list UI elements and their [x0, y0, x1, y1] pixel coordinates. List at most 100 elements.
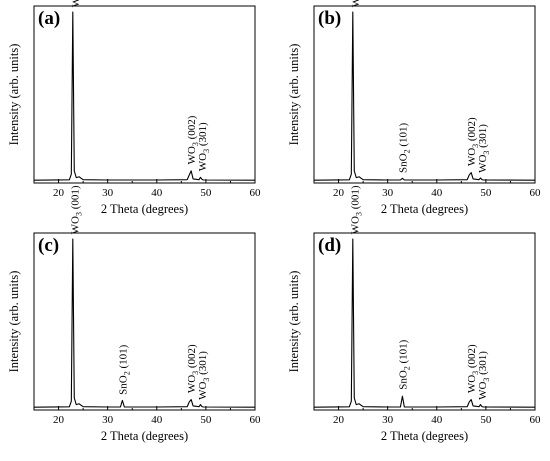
peak-hkl: (002) [186, 344, 198, 371]
x-tick-label: 30 [382, 187, 394, 199]
x-tick-label: 40 [151, 414, 163, 426]
peak-formula: WO [70, 0, 82, 7]
panel-label: (d) [318, 235, 341, 256]
peak-label: WO3 (001) [350, 0, 364, 7]
peak-hkl: (002) [466, 117, 478, 144]
x-tick-label: 20 [53, 187, 65, 199]
panel-label: (c) [38, 235, 59, 256]
x-tick-label: 50 [480, 414, 492, 426]
peak-subscript: 3 [191, 142, 200, 146]
peak-formula: WO [350, 216, 362, 234]
peak-label: WO3 (002) [186, 344, 200, 393]
x-tick-label: 30 [102, 187, 114, 199]
y-axis-title: Intensity (arb. units) [7, 271, 21, 373]
peak-formula: WO [477, 382, 489, 400]
x-tick-label: 50 [480, 187, 492, 199]
peak-label: SnO2 (101) [397, 339, 411, 389]
panel-d: 20 30 40 50 60 2 Theta (degrees) Intensity (ar… [287, 185, 541, 443]
x-tick-label: 40 [431, 414, 443, 426]
xrd-pattern-line [33, 238, 256, 408]
peak-hkl: (002) [466, 344, 478, 371]
panel-a: 20 30 40 50 60 2 Theta (degrees) Intensity (ar… [7, 0, 261, 216]
x-tick-label: 40 [431, 187, 443, 199]
panel-label: (b) [318, 8, 341, 29]
x-tick-label: 40 [151, 187, 163, 199]
x-tick-label: 60 [250, 414, 262, 426]
y-axis-title: Intensity (arb. units) [287, 44, 301, 146]
peak-hkl: (001) [350, 185, 362, 212]
peak-hkl: (301) [477, 124, 489, 151]
peak-formula: WO [70, 216, 82, 234]
peak-subscript: 2 [402, 149, 411, 153]
x-tick-label: 20 [333, 414, 345, 426]
peak-subscript: 2 [402, 366, 411, 370]
peak-subscript: 3 [482, 378, 491, 382]
peak-formula: WO [186, 146, 198, 164]
peak-formula: WO [197, 153, 209, 171]
peak-label: WO3 (001) [70, 185, 84, 234]
peak-label: WO3 (301) [477, 124, 491, 173]
x-tick-label: 60 [530, 187, 542, 199]
x-tick-label: 20 [53, 414, 65, 426]
peak-subscript: 3 [471, 371, 480, 375]
y-axis-title: Intensity (arb. units) [7, 44, 21, 146]
panel-b: 20 30 40 50 60 2 Theta (degrees) Intensity (ar… [287, 0, 541, 216]
peak-subscript: 3 [355, 212, 364, 216]
peak-hkl: (001) [70, 185, 82, 212]
peak-label: WO3 (002) [186, 115, 200, 164]
peak-label: WO3 (301) [197, 122, 211, 171]
x-axis-title: 2 Theta (degrees) [101, 202, 188, 216]
x-tick-label: 20 [333, 187, 345, 199]
xrd-pattern-line [313, 11, 536, 181]
x-tick-label: 50 [200, 414, 212, 426]
x-tick-label: 60 [250, 187, 262, 199]
peak-subscript: 2 [122, 371, 131, 375]
peak-subscript: 3 [75, 212, 84, 216]
peak-hkl: (301) [197, 122, 209, 149]
peak-formula: WO [466, 375, 478, 393]
xrd-pattern-line [313, 238, 536, 408]
x-axis-title: 2 Theta (degrees) [381, 429, 468, 443]
peak-hkl: (002) [186, 115, 198, 142]
x-tick-label: 30 [102, 414, 114, 426]
peak-formula: SnO [397, 370, 409, 390]
peak-subscript: 3 [482, 151, 491, 155]
peak-hkl: (101) [397, 339, 409, 366]
panel-c: 20 30 40 50 60 2 Theta (degrees) Intensity (ar… [7, 185, 261, 443]
plot-frame [33, 232, 256, 411]
peak-label: WO3 (001) [350, 185, 364, 234]
plot-frame [33, 5, 256, 184]
x-tick-label: 30 [382, 414, 394, 426]
peak-formula: WO [197, 382, 209, 400]
peak-subscript: 3 [471, 144, 480, 148]
peak-hkl: (101) [117, 344, 129, 371]
peak-formula: WO [350, 0, 362, 7]
peak-hkl: (101) [397, 122, 409, 149]
peak-label: WO3 (002) [466, 117, 480, 166]
peak-subscript: 3 [191, 371, 200, 375]
x-tick-label: 60 [530, 414, 542, 426]
peak-formula: WO [466, 148, 478, 166]
peak-hkl: (301) [477, 351, 489, 378]
xrd-pattern-line [33, 11, 256, 181]
x-tick-label: 50 [200, 187, 212, 199]
peak-label: WO3 (001) [70, 0, 84, 7]
peak-formula: SnO [117, 375, 129, 395]
y-axis-title: Intensity (arb. units) [287, 271, 301, 373]
peak-label: WO3 (002) [466, 344, 480, 393]
plot-frame [313, 232, 536, 411]
peak-formula: SnO [397, 153, 409, 173]
peak-label: SnO2 (101) [397, 122, 411, 172]
x-axis-title: 2 Theta (degrees) [381, 202, 468, 216]
peak-label: WO3 (301) [477, 351, 491, 400]
peak-hkl: (301) [197, 351, 209, 378]
peak-label: SnO2 (101) [117, 344, 131, 394]
peak-subscript: 3 [202, 378, 211, 382]
peak-label: WO3 (301) [197, 351, 211, 400]
peak-formula: WO [186, 375, 198, 393]
plot-frame [313, 5, 536, 184]
panel-label: (a) [38, 8, 60, 29]
peak-subscript: 3 [202, 149, 211, 153]
x-axis-title: 2 Theta (degrees) [101, 429, 188, 443]
